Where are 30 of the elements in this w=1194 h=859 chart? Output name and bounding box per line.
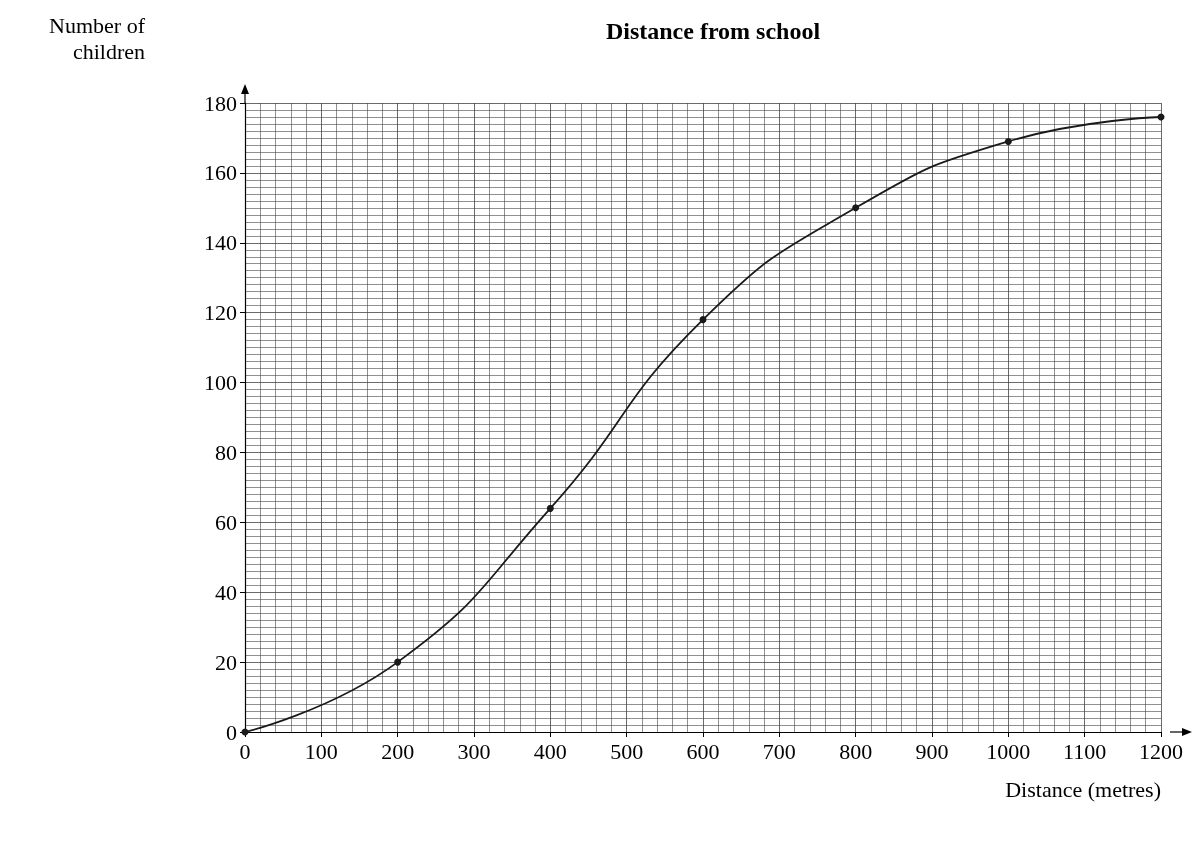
chart-title: Distance from school: [605, 18, 821, 44]
y-tick-label: 120: [204, 300, 237, 326]
point: [1004, 137, 1012, 145]
y-tick-label: 140: [204, 230, 237, 256]
point: [546, 504, 554, 512]
x-tick-label: 800: [839, 738, 873, 764]
x-tick-label: 300: [457, 738, 491, 764]
y-tick-label: 160: [204, 160, 237, 186]
point: [852, 204, 860, 212]
x-tick-label: 200: [381, 738, 415, 764]
x-axis-title: Distance (metres): [1005, 776, 1161, 802]
x-tick-label: 900: [915, 738, 949, 764]
point: [394, 658, 402, 666]
point: [699, 316, 707, 324]
y-tick-label: 180: [204, 90, 237, 116]
x-tick-label: 600: [686, 738, 720, 764]
y-tick-label: 0: [226, 719, 237, 745]
x-tick-label: 500: [610, 738, 644, 764]
x-tick-label: 100: [304, 738, 338, 764]
y-tick-label: 40: [215, 579, 237, 605]
y-tick-label: 60: [215, 509, 237, 535]
y-axis-title: Number of children: [49, 12, 146, 64]
y-tick-label: 100: [204, 370, 237, 396]
x-tick-label: 700: [762, 738, 796, 764]
x-tick-label: 1000: [986, 738, 1031, 764]
x-tick-label: 400: [533, 738, 567, 764]
y-tick-label: 80: [215, 439, 237, 465]
y-tick-label: 20: [215, 649, 237, 675]
x-tick-label: 1200: [1139, 738, 1183, 764]
x-tick-label: 1100: [1063, 738, 1107, 764]
